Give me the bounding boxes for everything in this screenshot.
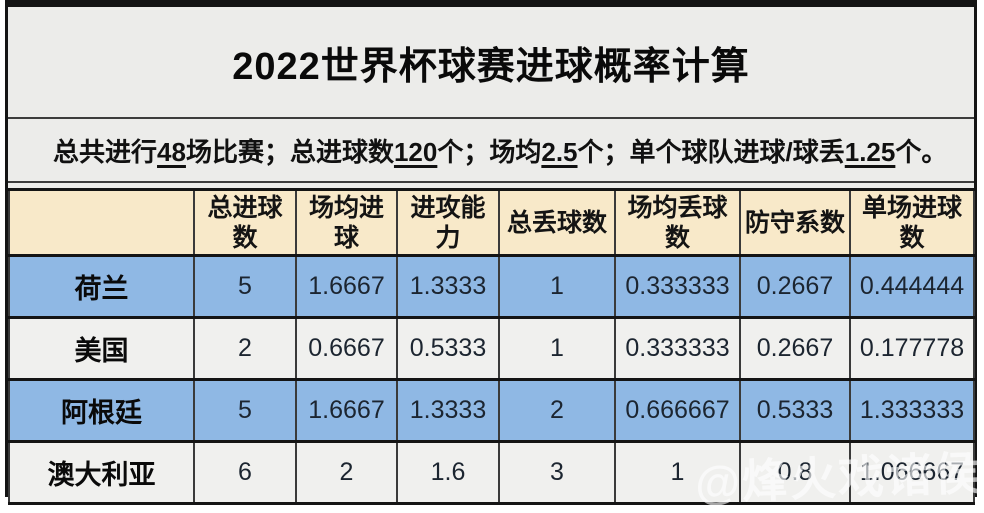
value-cell: 2 [498,378,616,443]
table-row-usa: 美国 2 0.6667 0.5333 1 0.333333 0.2667 0.1… [8,316,975,381]
team-cell: 澳大利亚 [8,440,195,505]
team-cell: 美国 [8,316,195,381]
value-cell: 1 [498,316,616,381]
header-cell-goals-per-match: 场均进球 [295,188,398,257]
value-cell: 0.2667 [739,316,851,381]
summary-text: 总共进行 [53,136,158,167]
value-cell: 1.6667 [295,378,398,443]
value-cell: 2 [295,440,398,505]
team-cell: 荷兰 [8,254,195,319]
worksheet-frame: 2022世界杯球赛进球概率计算 总共进行48场比赛；总进球数120个；场均2.5… [5,0,977,505]
summary-number-goals-per-match: 2.5 [541,136,578,167]
header-cell-attack-ability: 进攻能力 [396,188,500,257]
value-cell: 0.666667 [614,378,741,443]
value-cell: 1.066667 [849,440,975,505]
value-cell: 0.333333 [614,316,741,381]
team-cell: 阿根廷 [8,378,195,443]
summary-text: 场比赛；总进球数 [185,136,394,167]
table-row-australia: 澳大利亚 6 2 1.6 3 1 0.8 1.066667 [8,440,975,505]
summary-line: 总共进行48场比赛；总进球数120个；场均2.5个；单个球队进球/球丢1.25个… [53,132,947,169]
value-cell: 2 [193,316,297,381]
screenshot-root: 2022世界杯球赛进球概率计算 总共进行48场比赛；总进球数120个；场均2.5… [5,0,977,505]
value-cell: 0.177778 [849,316,975,381]
table-row-netherlands: 荷兰 5 1.6667 1.3333 1 0.333333 0.2667 0.4… [8,254,975,319]
header-cell-total-goals: 总进球数 [193,188,297,257]
header-row: 总进球数 场均进球 进攻能力 总丢球数 场均丢球数 防守系数 单场进球数 [8,188,975,257]
page-title: 2022世界杯球赛进球概率计算 [232,45,750,88]
stats-table: 总进球数 场均进球 进攻能力 总丢球数 场均丢球数 防守系数 单场进球数 荷兰 … [8,188,975,505]
value-cell: 0.8 [739,440,851,505]
header-cell-single-match-goals: 单场进球数 [849,188,975,257]
summary-banner: 总共进行48场比赛；总进球数120个；场均2.5个；单个球队进球/球丢1.25个… [8,119,974,183]
value-cell: 1.6 [396,440,500,505]
value-cell: 0.6667 [295,316,398,381]
value-cell: 5 [193,254,297,319]
value-cell: 0.333333 [614,254,741,319]
summary-text: 个；场均 [437,136,542,167]
summary-text: 个。 [895,136,948,167]
value-cell: 0.2667 [739,254,851,319]
summary-number-total-matches: 48 [157,136,186,167]
title-banner: 2022世界杯球赛进球概率计算 [8,7,974,119]
summary-text: 个；单个球队进球/球丢 [577,136,845,167]
header-cell-defense-coefficient: 防守系数 [739,188,851,257]
value-cell: 1.3333 [396,378,500,443]
value-cell: 0.5333 [396,316,500,381]
value-cell: 6 [193,440,297,505]
value-cell: 5 [193,378,297,443]
value-cell: 1.6667 [295,254,398,319]
value-cell: 0.444444 [849,254,975,319]
value-cell: 0.5333 [739,378,851,443]
table-area: 总进球数 场均进球 进攻能力 总丢球数 场均丢球数 防守系数 单场进球数 荷兰 … [8,183,975,505]
table-row-argentina: 阿根廷 5 1.6667 1.3333 2 0.666667 0.5333 1.… [8,378,975,443]
header-cell-total-conceded: 总丢球数 [498,188,616,257]
value-cell: 1.3333 [396,254,500,319]
value-cell: 1.333333 [849,378,975,443]
header-cell-conceded-per-match: 场均丢球数 [614,188,741,257]
summary-number-per-team: 1.25 [844,136,896,167]
header-cell-team [8,188,195,257]
summary-number-total-goals: 120 [393,136,438,167]
value-cell: 1 [498,254,616,319]
value-cell: 1 [614,440,741,505]
value-cell: 3 [498,440,616,505]
